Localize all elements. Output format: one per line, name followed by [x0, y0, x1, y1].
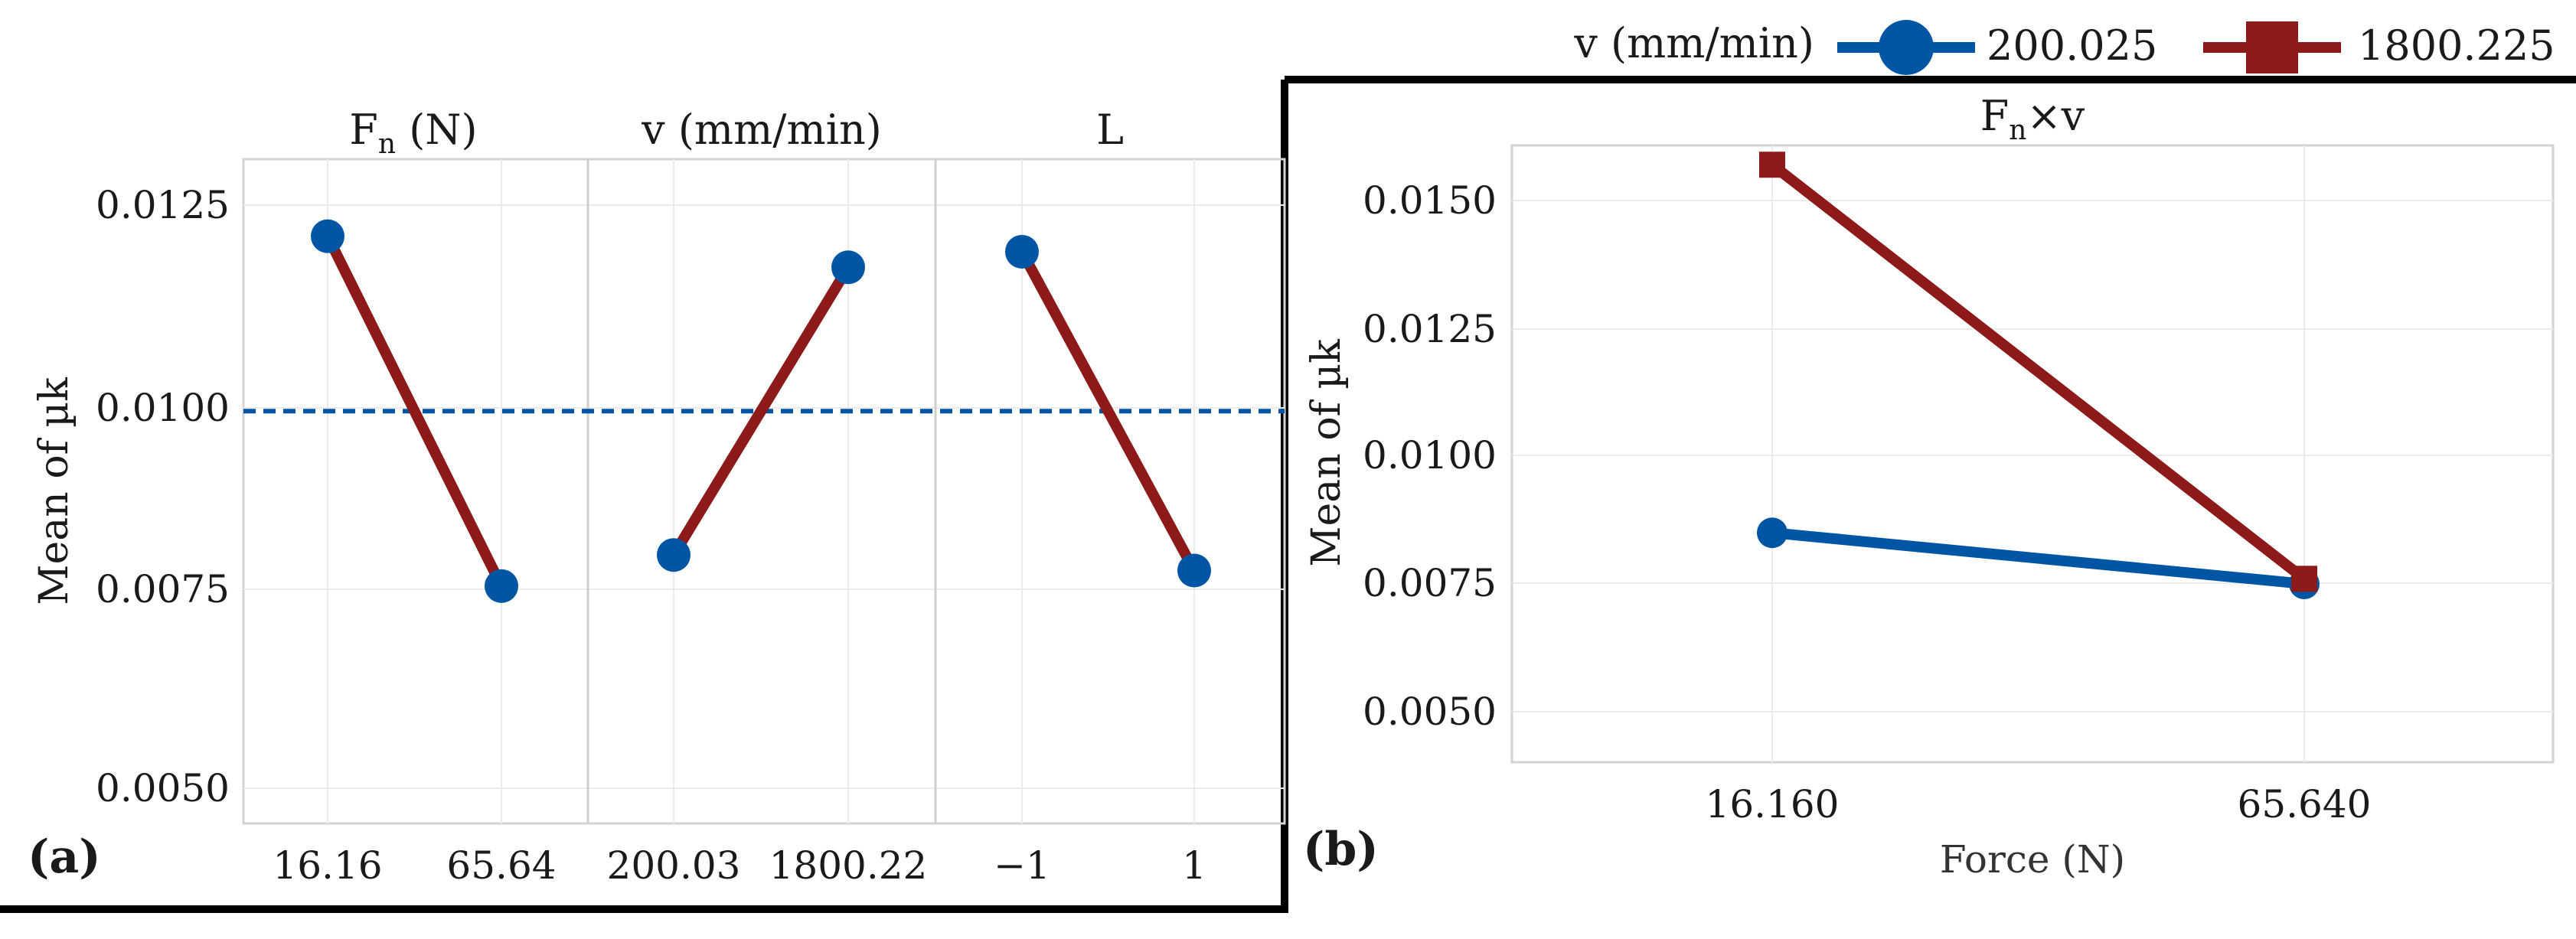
- panel-a-force-effect-line: [322, 230, 507, 592]
- panel-a-ytick-3: 0.0050: [96, 766, 230, 810]
- panel-b-xtick-0: 16.160: [1706, 782, 1840, 827]
- panel-b: Fn×v 0.0150 0.0125 0.0100 0.0075 0.0050 …: [1285, 76, 2576, 882]
- panel-a-xtick-0: 16.16: [273, 843, 382, 888]
- panel-b-ytick-2: 0.0100: [1363, 433, 1497, 478]
- panel-b-ytick-3: 0.0075: [1363, 561, 1497, 605]
- panel-a-xtick-4: −1: [994, 843, 1050, 888]
- panel-b-plot-frame: [1510, 144, 2555, 764]
- panel-a-ylabel: Mean of µk: [31, 377, 77, 605]
- legend-marker-series-1: [1879, 20, 1934, 75]
- panel-a-plot-frame: [242, 158, 1286, 825]
- panel-b-series-2-point-0: [1759, 152, 1785, 178]
- panel-a-force-point-high: [485, 569, 518, 603]
- panel-a-facet-title-lubrication: L: [1096, 106, 1124, 154]
- panel-a-lubrication-effect-line: [1017, 246, 1200, 576]
- panel-a-velocity-effect-line: [668, 262, 854, 561]
- panel-b-xtick-1: 65.640: [2238, 782, 2372, 827]
- panel-b-series-2-point-1: [2291, 566, 2317, 592]
- panel-a-gridlines: [243, 159, 1285, 823]
- panel-a-tag: (a): [28, 830, 101, 884]
- panel-b-ylabel: Mean of µk: [1304, 339, 1350, 567]
- legend-label-series-1: 200.025: [1987, 21, 2157, 70]
- panel-b-series-1-line: [1767, 527, 2310, 589]
- panel-a-lubrication-point-low: [1005, 234, 1039, 269]
- panel-a-facet-title-force: Fn (N): [349, 106, 477, 160]
- panel-b-series-1-point-0: [1757, 517, 1788, 549]
- panel-a: 0.0125 0.0100 0.0075 0.0050 Mean of µk F…: [0, 80, 1288, 913]
- panel-a-facet-title-velocity: v (mm/min): [641, 106, 882, 154]
- panel-a-xtick-2: 200.03: [607, 843, 741, 888]
- panel-b-ytick-4: 0.0050: [1363, 690, 1497, 734]
- panel-b-ytick-0: 0.0150: [1363, 178, 1497, 223]
- legend-label-series-2: 1800.225: [2358, 21, 2555, 70]
- panel-b-ytick-1: 0.0125: [1363, 307, 1497, 351]
- panel-b-tag: (b): [1303, 823, 1379, 876]
- legend: v (mm/min) 200.025 1800.225: [1573, 19, 2555, 75]
- panel-b-gridlines: [1512, 145, 2553, 762]
- panel-a-ytick-1: 0.0100: [96, 386, 230, 430]
- panel-a-velocity-point-low: [657, 538, 691, 572]
- panel-a-xtick-1: 65.64: [446, 843, 556, 888]
- panel-a-velocity-point-high: [831, 250, 865, 285]
- panel-a-xtick-5: 1: [1182, 843, 1206, 888]
- panel-b-title: Fn×v: [1980, 92, 2085, 146]
- panel-a-ytick-2: 0.0075: [96, 567, 230, 611]
- panel-a-xtick-3: 1800.22: [769, 843, 928, 888]
- panel-b-xlabel: Force (N): [1940, 837, 2125, 882]
- panel-a-force-point-low: [311, 219, 344, 253]
- panel-a-lubrication-point-high: [1177, 553, 1211, 588]
- panel-b-series-2-line: [1767, 159, 2310, 585]
- legend-marker-series-2: [2246, 21, 2298, 73]
- legend-title: v (mm/min): [1573, 19, 1814, 67]
- panel-a-ytick-0: 0.0125: [96, 183, 230, 227]
